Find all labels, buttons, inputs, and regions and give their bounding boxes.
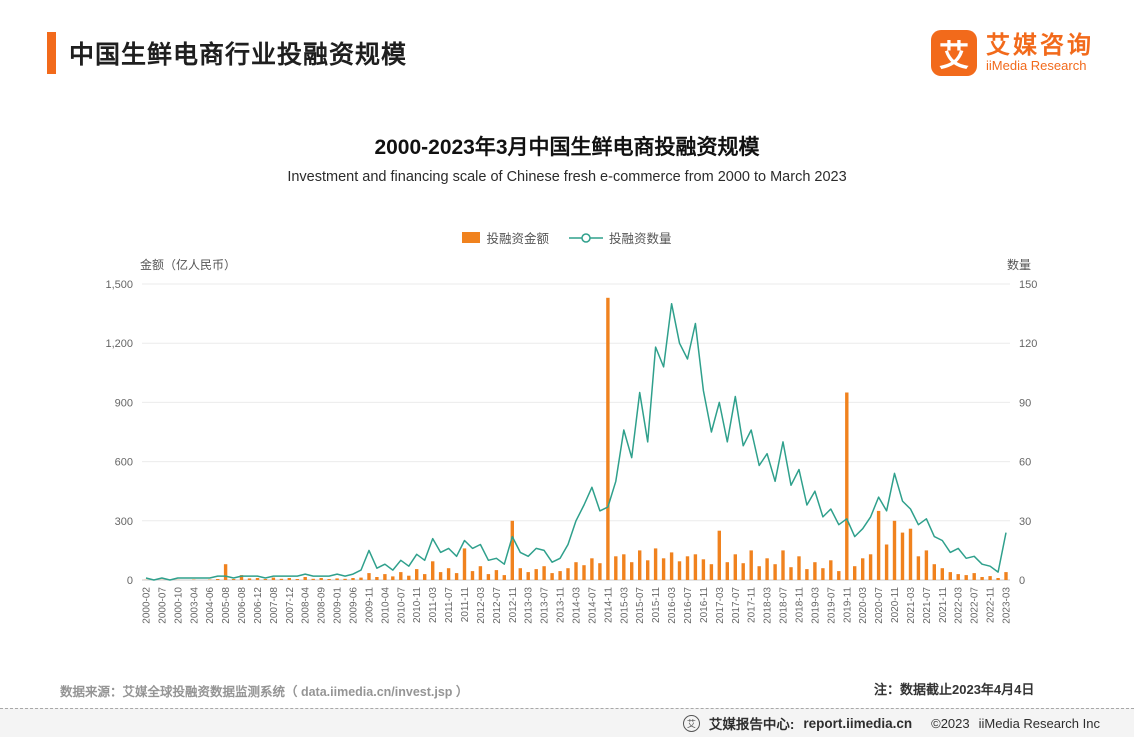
svg-text:1,500: 1,500 — [105, 279, 133, 291]
svg-text:2014-11: 2014-11 — [603, 587, 614, 623]
svg-text:2015-07: 2015-07 — [635, 587, 646, 624]
svg-text:2015-11: 2015-11 — [651, 587, 662, 623]
svg-text:2011-11: 2011-11 — [460, 587, 471, 623]
svg-text:2016-07: 2016-07 — [683, 587, 694, 624]
svg-text:2018-11: 2018-11 — [795, 587, 806, 623]
svg-text:120: 120 — [1019, 338, 1037, 350]
svg-text:2012-03: 2012-03 — [476, 587, 487, 624]
svg-text:2021-07: 2021-07 — [922, 587, 933, 624]
svg-text:2012-11: 2012-11 — [508, 587, 519, 623]
svg-text:2022-07: 2022-07 — [970, 587, 981, 624]
svg-text:2023-03: 2023-03 — [1002, 587, 1013, 624]
svg-text:2021-11: 2021-11 — [938, 587, 949, 623]
data-source-note: 数据来源：艾媒全球投融资数据监测系统（ data.iimedia.cn/inve… — [60, 685, 469, 699]
footer-bar: 艾 艾媒报告中心: report.iimedia.cn ©2023 iiMedi… — [0, 708, 1134, 737]
svg-text:600: 600 — [115, 457, 133, 469]
svg-text:2013-07: 2013-07 — [540, 587, 551, 624]
svg-text:2016-11: 2016-11 — [699, 587, 710, 623]
legend-item-amount: 投融资金额 — [462, 228, 549, 247]
svg-text:2020-07: 2020-07 — [874, 587, 885, 624]
title-block: 中国生鲜电商行业投融资规模 — [47, 32, 407, 74]
svg-text:2020-11: 2020-11 — [890, 587, 901, 623]
svg-text:0: 0 — [1019, 575, 1025, 587]
data-cutoff-note: 注：数据截止2023年4月4日 — [874, 682, 1035, 697]
svg-text:2012-07: 2012-07 — [492, 587, 503, 624]
svg-text:2005-08: 2005-08 — [221, 587, 232, 624]
svg-text:2000-10: 2000-10 — [173, 587, 184, 624]
svg-text:2009-11: 2009-11 — [365, 587, 376, 623]
svg-text:2008-04: 2008-04 — [301, 587, 312, 624]
svg-text:2003-04: 2003-04 — [189, 587, 200, 624]
svg-text:2017-03: 2017-03 — [715, 587, 726, 624]
svg-text:2011-07: 2011-07 — [444, 587, 455, 623]
brand-text: 艾媒咨询 iiMedia Research — [986, 32, 1094, 75]
svg-text:0: 0 — [127, 575, 133, 587]
right-axis-title: 数量 — [1007, 258, 1032, 272]
svg-text:150: 150 — [1019, 279, 1037, 291]
svg-text:1,200: 1,200 — [105, 338, 133, 350]
svg-text:2017-11: 2017-11 — [747, 587, 758, 623]
svg-text:2010-11: 2010-11 — [412, 587, 423, 623]
chart-subtitle: Investment and financing scale of Chines… — [287, 169, 847, 185]
svg-text:2022-11: 2022-11 — [986, 587, 997, 623]
accent-bar — [47, 32, 56, 74]
svg-text:2009-01: 2009-01 — [333, 587, 344, 624]
legend-count-label: 投融资数量 — [609, 232, 672, 246]
svg-text:2000-07: 2000-07 — [157, 587, 168, 624]
svg-text:2019-11: 2019-11 — [842, 587, 853, 623]
svg-text:2017-07: 2017-07 — [731, 587, 742, 624]
svg-text:900: 900 — [115, 397, 133, 409]
bar-swatch-icon — [462, 232, 481, 243]
svg-text:2010-07: 2010-07 — [396, 587, 407, 624]
legend-item-count: 投融资数量 — [569, 228, 672, 247]
brand-name-en: iiMedia Research — [986, 58, 1087, 74]
svg-text:2016-03: 2016-03 — [667, 587, 678, 624]
brand-logo: 艾 艾媒咨询 iiMedia Research — [931, 30, 1094, 76]
page-title: 中国生鲜电商行业投融资规模 — [69, 41, 408, 69]
legend-amount-label: 投融资金额 — [486, 232, 549, 246]
svg-text:2013-11: 2013-11 — [556, 587, 567, 623]
chart-title: 2000-2023年3月中国生鲜电商投融资规模 — [374, 136, 760, 159]
svg-text:2007-08: 2007-08 — [269, 587, 280, 624]
chart-legend: 投融资金额 投融资数量 — [0, 228, 1134, 247]
company-name: iiMedia Research Inc — [978, 715, 1100, 731]
svg-text:30: 30 — [1019, 516, 1031, 528]
svg-text:2007-12: 2007-12 — [285, 587, 296, 624]
svg-text:2015-03: 2015-03 — [619, 587, 630, 624]
svg-text:2010-04: 2010-04 — [380, 587, 391, 624]
line-marker-icon — [569, 232, 603, 243]
svg-text:90: 90 — [1019, 397, 1031, 409]
report-domain: report.iimedia.cn — [803, 715, 913, 731]
report-center-icon: 艾 — [682, 714, 700, 732]
iimedia-logo-icon: 艾 — [931, 30, 977, 76]
copyright-text: ©2023 — [931, 715, 970, 731]
svg-text:2013-03: 2013-03 — [524, 587, 535, 624]
svg-text:2014-07: 2014-07 — [587, 587, 598, 624]
svg-text:2019-07: 2019-07 — [826, 587, 837, 624]
svg-text:2000-02: 2000-02 — [142, 587, 153, 624]
svg-text:2018-03: 2018-03 — [763, 587, 774, 624]
brand-name-cn: 艾媒咨询 — [986, 31, 1094, 59]
combo-chart: 0 0 300 30 600 60 900 90 1,200 120 1,500 150 2000-02… — [105, 279, 1037, 624]
svg-text:2019-03: 2019-03 — [810, 587, 821, 624]
svg-text:2006-12: 2006-12 — [253, 587, 264, 624]
svg-text:2006-08: 2006-08 — [237, 587, 248, 624]
svg-text:2018-07: 2018-07 — [779, 587, 790, 624]
svg-text:2021-03: 2021-03 — [906, 587, 917, 624]
svg-text:2014-03: 2014-03 — [572, 587, 583, 624]
svg-text:60: 60 — [1019, 457, 1031, 469]
svg-text:2020-03: 2020-03 — [858, 587, 869, 624]
svg-text:2008-09: 2008-09 — [317, 587, 328, 624]
svg-text:2022-03: 2022-03 — [954, 587, 965, 624]
svg-text:2009-06: 2009-06 — [349, 587, 360, 624]
report-center-label: 艾媒报告中心: — [708, 717, 795, 732]
left-axis-title: 金额（亿人民币） — [140, 258, 237, 272]
svg-text:2004-06: 2004-06 — [205, 587, 216, 624]
svg-text:2011-03: 2011-03 — [428, 587, 439, 623]
svg-text:300: 300 — [115, 516, 133, 528]
header: 中国生鲜电商行业投融资规模 艾 艾媒咨询 iiMedia Research — [47, 30, 1094, 76]
